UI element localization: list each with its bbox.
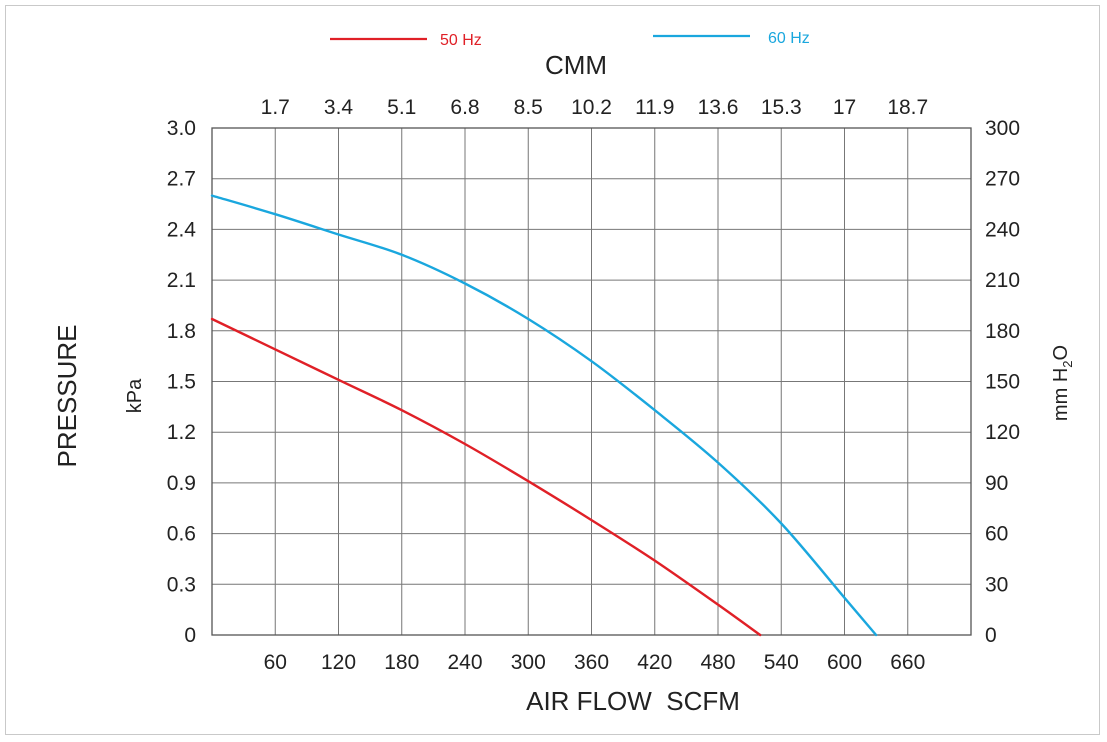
series-lines bbox=[210, 194, 878, 637]
right-unit-suffix: O bbox=[1050, 345, 1072, 361]
x-top-tick-label: 13.6 bbox=[698, 96, 739, 119]
series-line-0 bbox=[210, 317, 762, 637]
chart-frame bbox=[5, 5, 1100, 735]
legend-label-60hz: 60 Hz bbox=[768, 30, 810, 47]
left-axis-title: PRESSURE bbox=[52, 324, 82, 467]
x-bottom-tick-label: 240 bbox=[447, 651, 482, 674]
x-top-tick-label: 17 bbox=[833, 96, 856, 119]
bottom-axis-title: AIR FLOW SCFM bbox=[526, 686, 740, 716]
x-bottom-tick-label: 660 bbox=[890, 651, 925, 674]
x-bottom-tick-label: 480 bbox=[700, 651, 735, 674]
y-left-tick-label: 2.1 bbox=[167, 269, 196, 292]
y-left-tick-label: 0 bbox=[184, 624, 196, 647]
x-bottom-tick-label: 300 bbox=[511, 651, 546, 674]
plot-border bbox=[211, 127, 972, 636]
y-left-tick-label: 2.7 bbox=[167, 168, 196, 191]
right-axis-unit: mm H2O bbox=[1050, 345, 1075, 421]
y-right-tick-label: 60 bbox=[985, 523, 1008, 546]
right-unit-prefix: mm H bbox=[1050, 368, 1072, 421]
y-left-tick-label: 1.2 bbox=[167, 421, 196, 444]
right-unit-sub: 2 bbox=[1060, 361, 1075, 368]
y-right-tick-label: 210 bbox=[985, 269, 1020, 292]
x-bottom-tick-label: 180 bbox=[384, 651, 419, 674]
y-right-tick-label: 270 bbox=[985, 168, 1020, 191]
x-bottom-tick-label: 420 bbox=[637, 651, 672, 674]
y-left-tick-label: 0.6 bbox=[167, 523, 196, 546]
y-right-tick-label: 240 bbox=[985, 218, 1020, 241]
y-right-tick-label: 0 bbox=[985, 624, 997, 647]
y-right-tick-label: 120 bbox=[985, 421, 1020, 444]
legend: 50 Hz 60 Hz bbox=[330, 30, 810, 49]
x-top-tick-label: 1.7 bbox=[261, 96, 290, 119]
y-right-tick-label: 90 bbox=[985, 472, 1008, 495]
x-bottom-tick-label: 120 bbox=[321, 651, 356, 674]
y-left-tick-label: 2.4 bbox=[167, 218, 197, 241]
y-left-tick-label: 0.9 bbox=[167, 472, 196, 495]
grid-lines bbox=[212, 128, 971, 635]
x-bottom-tick-label: 540 bbox=[764, 651, 799, 674]
y-left-tick-label: 0.3 bbox=[167, 573, 196, 596]
y-right-tick-label: 150 bbox=[985, 371, 1020, 394]
tick-labels: 601.71203.41805.12406.83008.536010.24201… bbox=[167, 96, 1020, 674]
x-top-tick-label: 11.9 bbox=[635, 96, 674, 119]
x-top-tick-label: 18.7 bbox=[887, 96, 928, 119]
x-top-tick-label: 15.3 bbox=[761, 96, 802, 119]
x-top-tick-label: 6.8 bbox=[450, 96, 479, 119]
y-left-tick-label: 1.5 bbox=[167, 371, 196, 394]
series-line-1 bbox=[210, 194, 878, 637]
x-bottom-tick-label: 60 bbox=[264, 651, 287, 674]
y-right-tick-label: 300 bbox=[985, 117, 1020, 140]
y-left-tick-label: 3.0 bbox=[167, 117, 196, 140]
y-left-tick-label: 1.8 bbox=[167, 320, 196, 343]
x-top-tick-label: 3.4 bbox=[324, 96, 354, 119]
top-axis-title: CMM bbox=[545, 50, 607, 80]
y-right-tick-label: 30 bbox=[985, 573, 1008, 596]
x-bottom-tick-label: 360 bbox=[574, 651, 609, 674]
left-axis-unit: kPa bbox=[124, 378, 146, 413]
x-top-tick-label: 10.2 bbox=[571, 96, 612, 119]
x-bottom-tick-label: 600 bbox=[827, 651, 862, 674]
y-right-tick-label: 180 bbox=[985, 320, 1020, 343]
x-top-tick-label: 8.5 bbox=[514, 96, 543, 119]
legend-label-50hz: 50 Hz bbox=[440, 32, 482, 49]
x-top-tick-label: 5.1 bbox=[387, 96, 416, 119]
